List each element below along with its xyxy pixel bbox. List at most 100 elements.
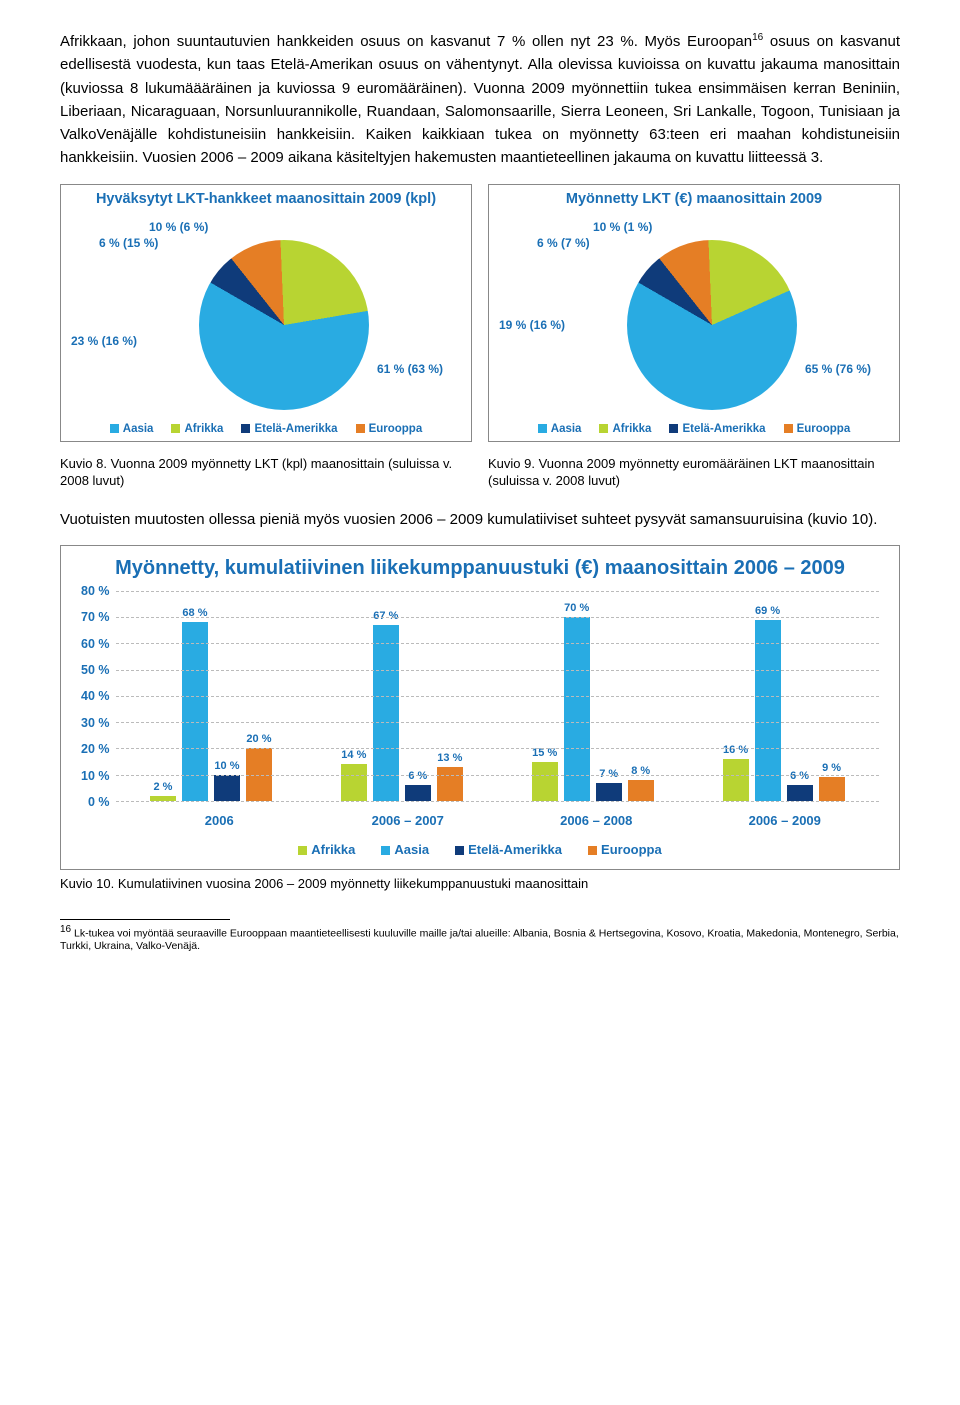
bar-y-axis: 80 %70 %60 %50 %40 %30 %20 %10 %0 % [81, 584, 116, 809]
y-tick: 60 % [81, 637, 110, 651]
pie1-lbl-euro: 6 % (15 %) [99, 236, 158, 250]
legend-swatch [588, 846, 597, 855]
bar-area: 80 %70 %60 %50 %40 %30 %20 %10 %0 % 2 %6… [81, 591, 879, 809]
grid-line [116, 775, 880, 776]
grid-line [116, 748, 880, 749]
grid-line [116, 617, 880, 618]
bar-value-label: 13 % [437, 752, 462, 764]
pie-chart-9: Myönnetty LKT (€) maanosittain 2009 10 %… [488, 184, 900, 442]
grid-line [116, 591, 880, 592]
legend-swatch [538, 424, 547, 433]
fn-num: 16 [60, 924, 71, 935]
legend-item: Aasia [381, 842, 429, 857]
bar-value-label: 67 % [373, 610, 398, 622]
paragraph-2: Vuotuisten muutosten ollessa pieniä myös… [60, 508, 900, 531]
legend-item: Afrikka [599, 423, 651, 435]
legend-swatch [171, 424, 180, 433]
pie2-lbl-euro: 6 % (7 %) [537, 236, 590, 250]
bar-x-labels: 20062006 – 20072006 – 20082006 – 2009 [125, 813, 879, 828]
bar-value-label: 70 % [564, 602, 589, 614]
pie2-lbl-etela: 10 % (1 %) [593, 220, 652, 234]
y-tick: 0 % [81, 795, 110, 809]
bar-value-label: 16 % [723, 744, 748, 756]
pie1-lbl-aasia: 61 % (63 %) [377, 362, 443, 376]
bar-eurooppa: 13 % [437, 767, 463, 801]
bar-value-label: 9 % [822, 762, 841, 774]
x-tick: 2006 – 2009 [691, 813, 880, 828]
bar-value-label: 20 % [246, 733, 271, 745]
paragraph-1: Afrikkaan, johon suuntautuvien hankkeide… [60, 30, 900, 170]
bar-value-label: 69 % [755, 605, 780, 617]
legend-item: Afrikka [298, 842, 355, 857]
bar-value-label: 6 % [408, 770, 427, 782]
pie2-lbl-aasia: 65 % (76 %) [805, 362, 871, 376]
grid-line [116, 643, 880, 644]
x-tick: 2006 – 2007 [314, 813, 503, 828]
bar-afrikka: 15 % [532, 762, 558, 801]
legend-swatch [599, 424, 608, 433]
bar-plot: 2 %68 %10 %20 %14 %67 %6 %13 %15 %70 %7 … [116, 591, 880, 801]
grid-line [116, 670, 880, 671]
footnote-16: 16 Lk-tukea voi myöntää seuraaville Euro… [60, 924, 900, 954]
caption-kuvio9: Kuvio 9. Vuonna 2009 myönnetty euromäärä… [488, 456, 900, 490]
bar-etela: 7 % [596, 783, 622, 801]
legend-swatch [298, 846, 307, 855]
pie2-title: Myönnetty LKT (€) maanosittain 2009 [497, 191, 891, 208]
y-tick: 70 % [81, 610, 110, 624]
legend-swatch [784, 424, 793, 433]
y-tick: 30 % [81, 716, 110, 730]
legend-item: Aasia [110, 423, 154, 435]
legend-item: Afrikka [171, 423, 223, 435]
bar-aasia: 70 % [564, 617, 590, 801]
legend-swatch [110, 424, 119, 433]
grid-line [116, 801, 880, 802]
pie1-legend: Aasia Afrikka Etelä-Amerikka Eurooppa [69, 419, 463, 437]
grid-line [116, 696, 880, 697]
pie-charts-row: Hyväksytyt LKT-hankkeet maanosittain 200… [60, 184, 900, 442]
y-tick: 20 % [81, 742, 110, 756]
bar-value-label: 6 % [790, 770, 809, 782]
legend-item: Etelä-Amerikka [455, 842, 562, 857]
pie2-lbl-afr: 19 % (16 %) [499, 318, 565, 332]
bar-value-label: 10 % [214, 760, 239, 772]
grid-line [116, 722, 880, 723]
legend-swatch [241, 424, 250, 433]
legend-swatch [356, 424, 365, 433]
bar-afrikka: 14 % [341, 764, 367, 801]
footnote-rule [60, 919, 230, 920]
caption-kuvio8: Kuvio 8. Vuonna 2009 myönnetty LKT (kpl)… [60, 456, 472, 490]
fn-text: Lk-tukea voi myöntää seuraaville Euroopp… [60, 927, 899, 952]
y-tick: 80 % [81, 584, 110, 598]
legend-item: Aasia [538, 423, 582, 435]
para1-b: osuus on kasvanut edellisestä vuodesta, … [60, 33, 900, 166]
caption-kuvio10: Kuvio 10. Kumulatiivinen vuosina 2006 – … [60, 876, 900, 893]
legend-item: Etelä-Amerikka [241, 423, 337, 435]
bar-title: Myönnetty, kumulatiivinen liikekumppanuu… [81, 556, 879, 581]
x-tick: 2006 – 2008 [502, 813, 691, 828]
legend-item: Etelä-Amerikka [669, 423, 765, 435]
bar-eurooppa: 8 % [628, 780, 654, 801]
bar-afrikka: 16 % [723, 759, 749, 801]
pie2-legend: Aasia Afrikka Etelä-Amerikka Eurooppa [497, 419, 891, 437]
pie1-wrap: 10 % (6 %) 6 % (15 %) 23 % (16 %) 61 % (… [69, 214, 463, 419]
bar-value-label: 7 % [599, 768, 618, 780]
y-tick: 50 % [81, 663, 110, 677]
legend-item: Eurooppa [588, 842, 662, 857]
para1-a: Afrikkaan, johon suuntautuvien hankkeide… [60, 33, 752, 50]
legend-item: Eurooppa [356, 423, 423, 435]
legend-swatch [455, 846, 464, 855]
legend-swatch [669, 424, 678, 433]
pie1-lbl-etela: 10 % (6 %) [149, 220, 208, 234]
pie1-lbl-afr: 23 % (16 %) [71, 334, 137, 348]
legend-item: Eurooppa [784, 423, 851, 435]
y-tick: 10 % [81, 769, 110, 783]
pie1-title: Hyväksytyt LKT-hankkeet maanosittain 200… [69, 191, 463, 208]
pie-chart-8: Hyväksytyt LKT-hankkeet maanosittain 200… [60, 184, 472, 442]
pie-captions: Kuvio 8. Vuonna 2009 myönnetty LKT (kpl)… [60, 450, 900, 490]
legend-swatch [381, 846, 390, 855]
x-tick: 2006 [125, 813, 314, 828]
pie2-wrap: 10 % (1 %) 6 % (7 %) 19 % (16 %) 65 % (7… [497, 214, 891, 419]
bar-etela: 6 % [787, 785, 813, 801]
bar-legend: Afrikka Aasia Etelä-Amerikka Eurooppa [81, 838, 879, 859]
footnote-ref-16: 16 [752, 32, 763, 43]
